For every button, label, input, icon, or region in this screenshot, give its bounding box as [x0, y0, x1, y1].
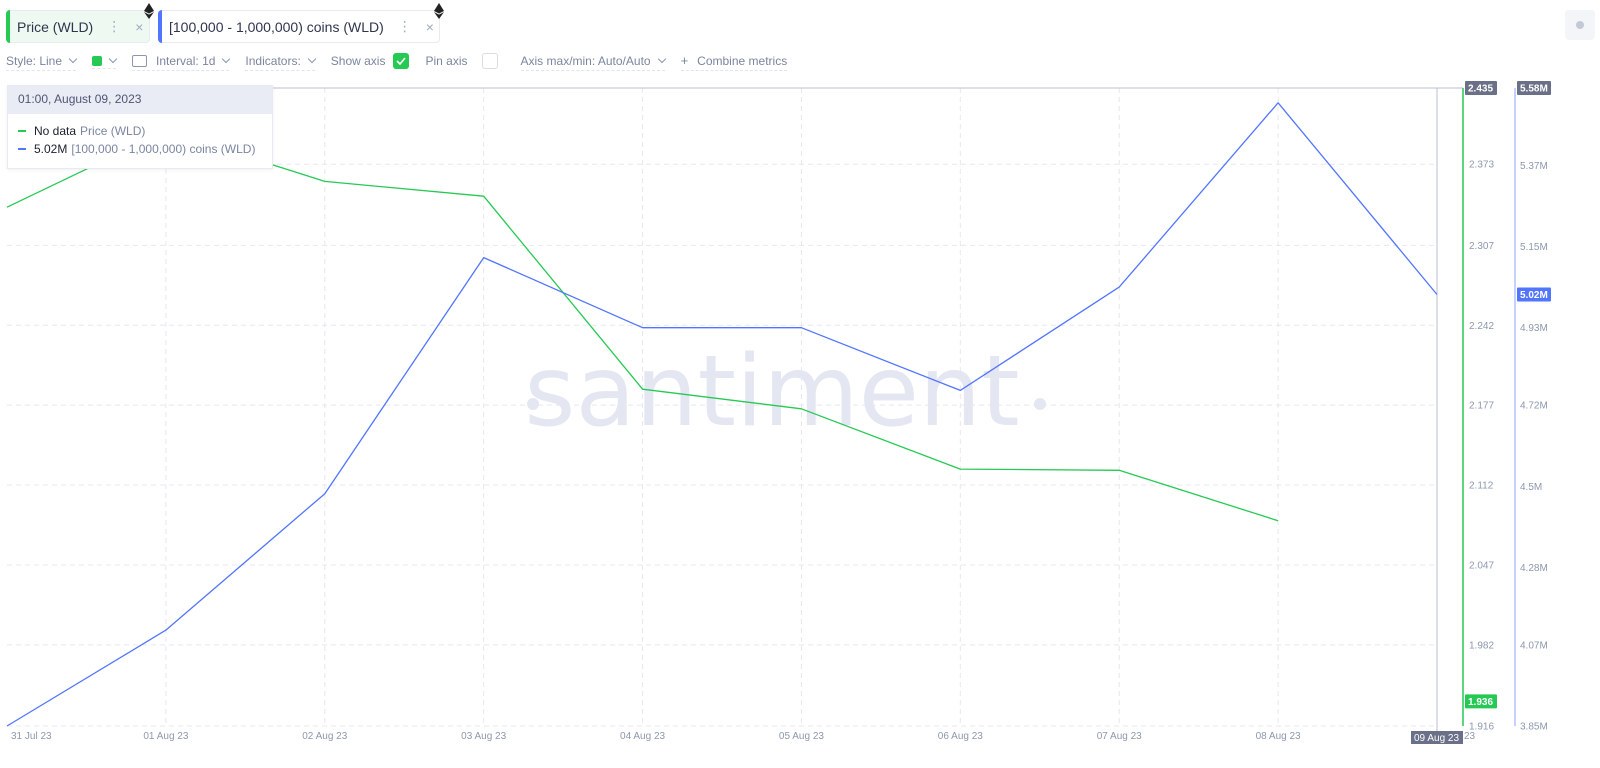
ethereum-icon [434, 3, 444, 19]
coins-max-badge-bg [1517, 81, 1551, 95]
pin-axis-checkbox[interactable] [481, 53, 498, 69]
style-selector[interactable]: Style: Line [6, 53, 78, 71]
coins-axis-tick-label: 3.85M [1520, 722, 1548, 733]
plus-icon: + [680, 53, 689, 68]
coins-axis-tick-label: 4.07M [1520, 640, 1548, 651]
chart-settings-bar: Style: Line Interval: 1d Indicators: Sho… [6, 52, 788, 72]
x-tick-label: 07 Aug 23 [1097, 731, 1142, 742]
hover-date-text: 09 Aug 23 [1414, 733, 1459, 744]
price-max-badge-bg [1465, 81, 1497, 95]
series-line [6, 102, 1438, 727]
tooltip-row-price: No data Price (WLD) [8, 124, 272, 138]
series-color-dash [18, 148, 26, 150]
price-axis-tick-label: 2.047 [1469, 560, 1494, 571]
price-current-badge-bg [1465, 694, 1497, 709]
price-current-badge: 1.936 [1465, 694, 1497, 709]
combine-metrics-label: Combine metrics [697, 53, 788, 68]
ethereum-icon [144, 3, 154, 19]
coins-axis-tick-label: 4.72M [1520, 401, 1548, 412]
hover-date-bg [1411, 731, 1463, 744]
price-axis-tick-label: 2.373 [1469, 160, 1494, 171]
hover-date-label: 09 Aug 23 [1411, 731, 1463, 744]
coins-current-badge-text: 5.02M [1520, 290, 1548, 301]
dot-icon [1576, 21, 1584, 29]
indicators-selector[interactable]: Indicators: [245, 53, 317, 71]
chip-color-bar [158, 10, 162, 43]
grid [7, 87, 1463, 742]
color-swatch [92, 55, 103, 66]
chip-label: [100,000 - 1,000,000) coins (WLD) [169, 18, 384, 35]
coins-axis-tick-label: 5.37M [1520, 161, 1548, 172]
style-label: Style: Line [6, 53, 63, 68]
check-icon [396, 57, 407, 65]
x-tick-label: 04 Aug 23 [620, 731, 665, 742]
watermark: santiment [524, 335, 1019, 449]
price-max-badge: 2.435 [1465, 81, 1497, 95]
coins-axis-tick-label: 4.93M [1520, 323, 1548, 334]
watermark-dot-right [1034, 398, 1046, 410]
x-tick-label: 01 Aug 23 [143, 731, 188, 742]
x-tick-label: 06 Aug 23 [938, 731, 983, 742]
coins-current-badge: 5.02M [1517, 287, 1551, 302]
tooltip-metric-name: Price (WLD) [80, 124, 146, 138]
coins-axis-tick-label: 4.28M [1520, 563, 1548, 574]
coins-axis-tick-label: 5.15M [1520, 242, 1548, 253]
interval-selector[interactable]: Interval: 1d [132, 53, 231, 71]
metric-chip-coins[interactable]: [100,000 - 1,000,000) coins (WLD) ⋮ × [158, 10, 440, 43]
hover-tooltip: 01:00, August 09, 2023 No data Price (WL… [7, 85, 273, 169]
tooltip-date: 01:00, August 09, 2023 [8, 86, 272, 114]
coins-current-badge-bg [1517, 287, 1551, 302]
color-selector[interactable] [92, 54, 118, 69]
show-axis-toggle[interactable]: Show axis [331, 53, 410, 71]
pin-axis-toggle[interactable]: Pin axis [425, 53, 498, 71]
options-button[interactable] [1565, 10, 1595, 40]
calendar-icon [132, 54, 148, 67]
tooltip-row-coins: 5.02M [100,000 - 1,000,000) coins (WLD) [8, 142, 272, 156]
pin-axis-label: Pin axis [425, 54, 468, 68]
axis-maxmin-label: Axis max/min: Auto/Auto [520, 53, 651, 68]
chip-menu-icon[interactable]: ⋮ [397, 18, 412, 34]
x-tick-label: 08 Aug 23 [1256, 731, 1301, 742]
coins-max-badge: 5.58M [1517, 81, 1551, 95]
tooltip-metric-name: [100,000 - 1,000,000) coins (WLD) [71, 142, 256, 156]
show-axis-label: Show axis [330, 54, 386, 68]
tooltip-value: 5.02M [34, 142, 68, 156]
price-axis-tick-label: 2.242 [1469, 321, 1494, 332]
coins-axis-tick-label: 4.5M [1520, 482, 1542, 493]
x-tick-label: 05 Aug 23 [779, 731, 824, 742]
series-color-dash [18, 130, 26, 132]
axis-layer: 31 Jul 23 01 Aug 23 02 Aug 23 03 Aug 23 04 A… [11, 81, 1551, 744]
x-tick-label: 31 Jul 23 [11, 731, 52, 742]
chip-close-icon[interactable]: × [135, 18, 144, 35]
chip-menu-icon[interactable]: ⋮ [107, 18, 122, 34]
metric-chip-price[interactable]: Price (WLD) ⋮ × [6, 10, 150, 43]
price-max-badge-text: 2.435 [1468, 84, 1493, 95]
combine-metrics-button[interactable]: + Combine metrics [680, 53, 788, 71]
indicators-label: Indicators: [245, 53, 301, 68]
price-axis-tick-label: 2.307 [1469, 241, 1494, 252]
tooltip-value: No data [34, 124, 77, 138]
price-axis-tick-label: 1.916 [1469, 722, 1494, 733]
axis-maxmin-selector[interactable]: Axis max/min: Auto/Auto [520, 53, 666, 71]
chip-color-bar [6, 10, 10, 43]
price-axis-tick-label: 2.177 [1469, 401, 1494, 412]
price-axis-tick-label: 2.112 [1469, 481, 1494, 492]
coins-max-badge-text: 5.58M [1520, 84, 1548, 95]
watermark-dot-left [527, 398, 539, 410]
x-tick-label-partial: 23 [1464, 731, 1476, 742]
x-tick-label: 03 Aug 23 [461, 731, 506, 742]
chip-close-icon[interactable]: × [425, 18, 434, 35]
price-current-badge-text: 1.936 [1468, 697, 1493, 708]
chip-label: Price (WLD) [17, 18, 94, 35]
show-axis-checkbox[interactable] [393, 53, 410, 69]
x-tick-label: 02 Aug 23 [302, 731, 347, 742]
interval-label: Interval: 1d [156, 53, 216, 68]
price-axis-tick-label: 1.982 [1469, 640, 1494, 651]
